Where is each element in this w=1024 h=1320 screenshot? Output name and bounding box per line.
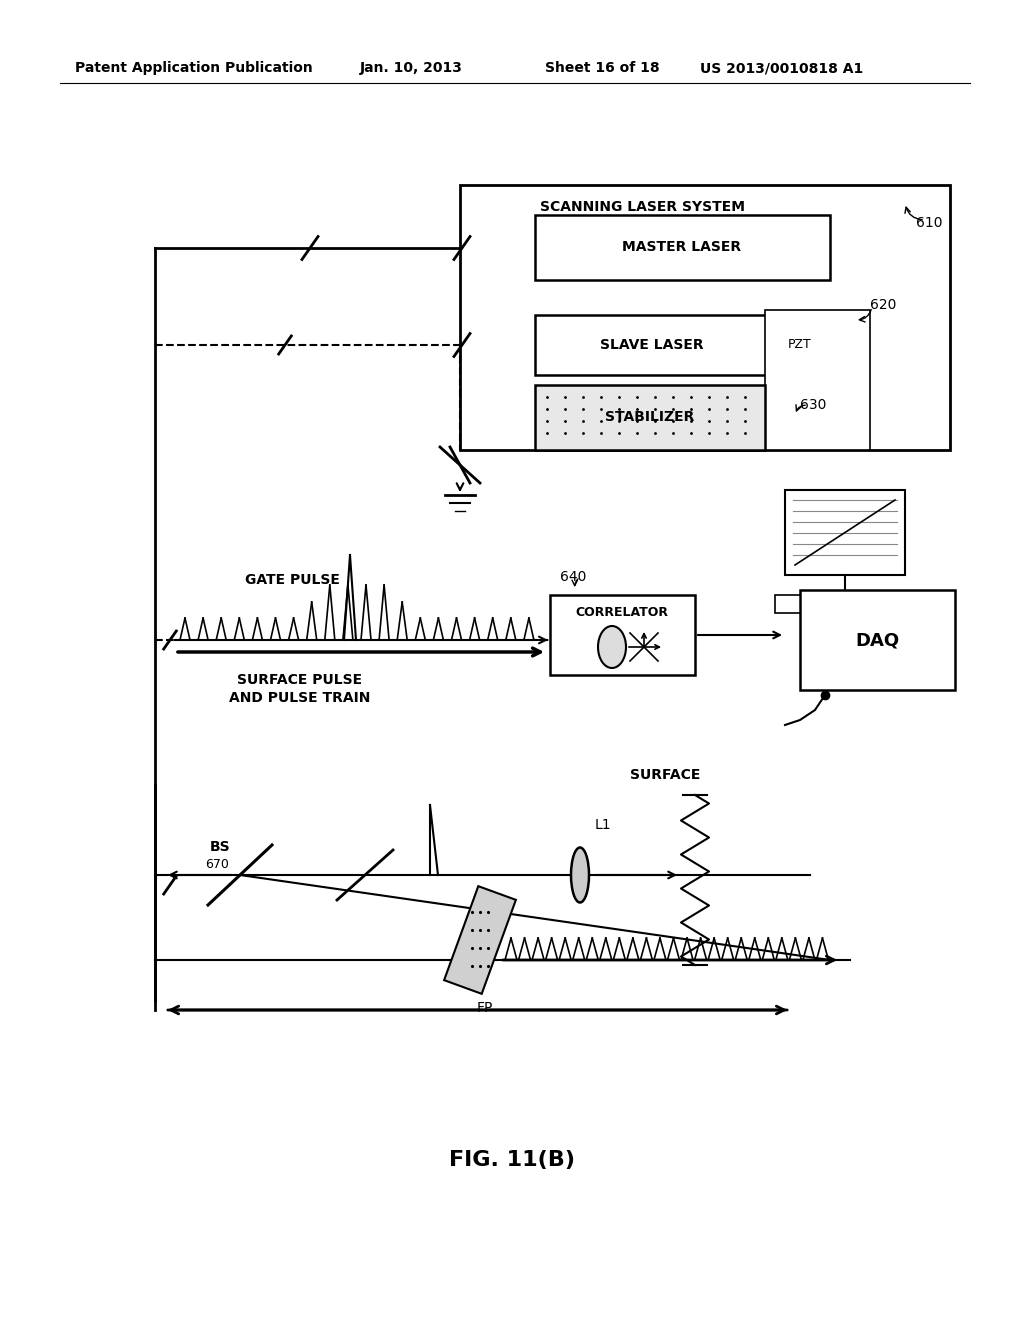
Text: L1: L1 <box>595 818 611 832</box>
Text: 620: 620 <box>870 298 896 312</box>
Text: AND PULSE TRAIN: AND PULSE TRAIN <box>229 690 371 705</box>
Bar <box>535 215 830 280</box>
Text: 670: 670 <box>205 858 229 871</box>
Text: GATE PULSE: GATE PULSE <box>245 573 340 587</box>
Ellipse shape <box>598 626 626 668</box>
Bar <box>800 590 955 690</box>
Text: SCANNING LASER SYSTEM: SCANNING LASER SYSTEM <box>540 201 745 214</box>
Text: 640: 640 <box>560 570 587 583</box>
Text: Patent Application Publication: Patent Application Publication <box>75 61 312 75</box>
Text: SLAVE LASER: SLAVE LASER <box>600 338 703 352</box>
Text: FIG. 11(B): FIG. 11(B) <box>449 1150 575 1170</box>
Text: BS: BS <box>210 840 230 854</box>
Text: SURFACE: SURFACE <box>630 768 700 781</box>
Bar <box>765 310 870 450</box>
Text: STABILIZER: STABILIZER <box>605 411 694 424</box>
Text: FP: FP <box>477 1001 494 1015</box>
Text: DAQ: DAQ <box>855 631 899 649</box>
Text: Jan. 10, 2013: Jan. 10, 2013 <box>360 61 463 75</box>
Bar <box>775 595 915 612</box>
Bar <box>770 315 830 375</box>
Text: 630: 630 <box>800 399 826 412</box>
Text: 610: 610 <box>916 216 942 230</box>
Bar <box>535 315 770 375</box>
Text: MASTER LASER: MASTER LASER <box>623 240 741 253</box>
Text: Sheet 16 of 18: Sheet 16 of 18 <box>545 61 659 75</box>
Bar <box>550 595 695 675</box>
Polygon shape <box>444 886 516 994</box>
Text: US 2013/0010818 A1: US 2013/0010818 A1 <box>700 61 863 75</box>
Bar <box>535 385 765 450</box>
Ellipse shape <box>571 847 589 903</box>
Bar <box>460 185 950 450</box>
Text: CORRELATOR: CORRELATOR <box>575 606 669 619</box>
Text: PZT: PZT <box>788 338 812 351</box>
Bar <box>785 490 905 576</box>
Text: SURFACE PULSE: SURFACE PULSE <box>238 673 362 686</box>
